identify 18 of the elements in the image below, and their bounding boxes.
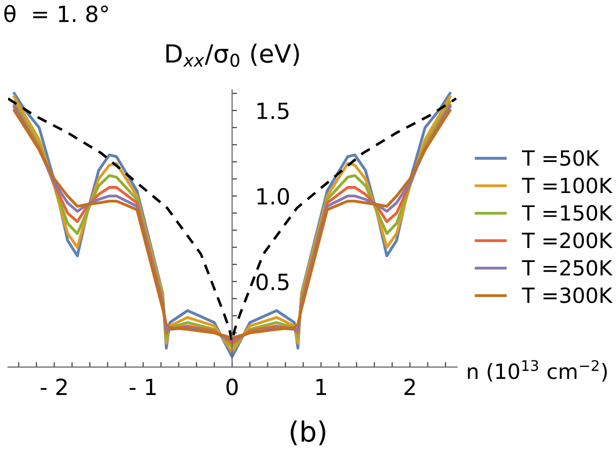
x-tick-label: - 1 — [130, 378, 156, 396]
x-tick-label: 0 — [226, 378, 238, 396]
y-axis-title: D$_{xx}$/σ$_{0}$ (eV) — [166, 44, 299, 67]
x-tick-label: 1 — [316, 378, 326, 396]
legend-label: T =50K — [522, 150, 600, 166]
legend-label: T =200K — [522, 232, 613, 248]
legend-label: T =250K — [522, 260, 613, 276]
text: θ = 1. 8° — [4, 4, 108, 22]
x-axis-title: n (10$^{13}$ cm$^{−2}$) — [468, 360, 607, 382]
y-tick-label: 1.5 — [258, 102, 288, 120]
legend-label: T =300K — [522, 287, 613, 304]
legend-label: T =100K — [522, 178, 613, 194]
y-tick-label: 0.5 — [256, 273, 288, 290]
text: (b) — [290, 420, 326, 446]
legend-label: T =150K — [522, 205, 613, 221]
x-tick-label: - 2 — [40, 378, 67, 396]
x-tick-label: 2 — [404, 378, 415, 396]
y-tick-label: 1.0 — [258, 188, 289, 205]
